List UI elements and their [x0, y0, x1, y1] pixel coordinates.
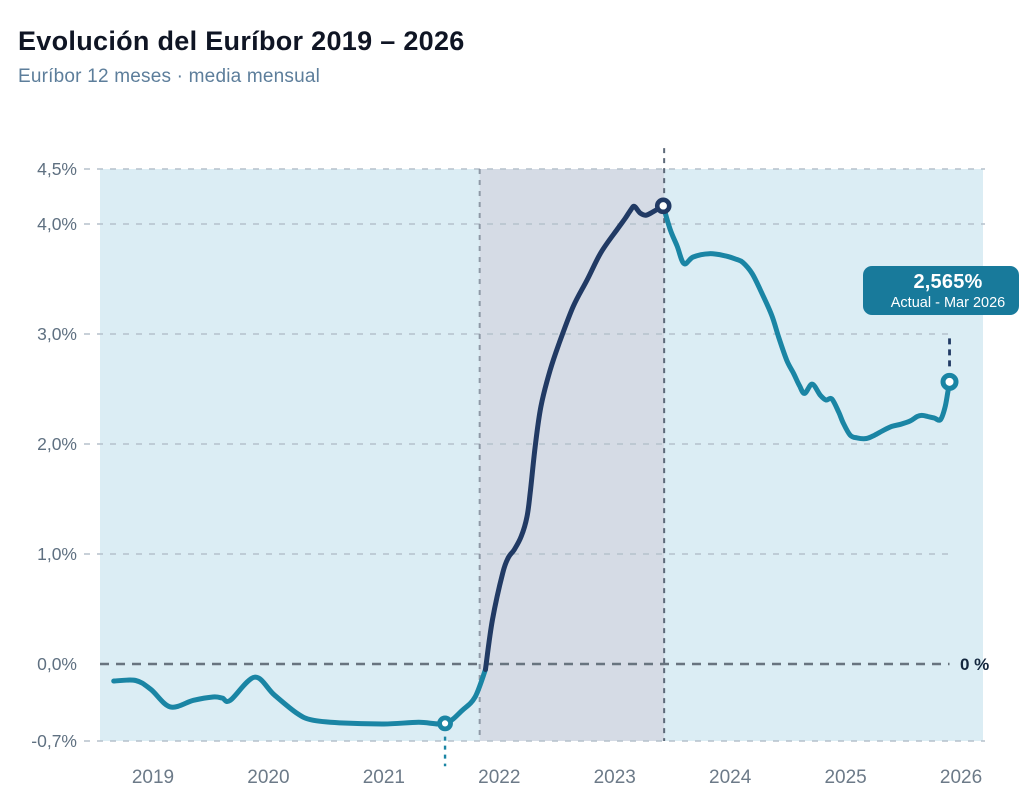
x-tick-label: 2024: [709, 767, 752, 788]
x-tick-label: 2020: [247, 767, 289, 788]
y-tick-label: 1,0%: [37, 544, 77, 564]
x-tick-label: 2026: [940, 767, 982, 788]
y-tick-label: 4,0%: [37, 214, 77, 234]
marker-current: [940, 372, 959, 391]
x-tick-label: 2022: [478, 767, 520, 788]
x-tick-label: 2021: [363, 767, 405, 788]
chart-header: Evolución del Euríbor 2019 – 2026 Euríbo…: [18, 26, 465, 88]
x-tick-label: 2019: [132, 767, 174, 788]
callout-caption: Actual - Mar 2026: [890, 295, 1006, 311]
euribor-surge-2022-2023: [482, 203, 666, 672]
callout-value: 2,565%: [913, 271, 983, 293]
x-tick-label: 2023: [594, 767, 636, 788]
y-tick-label: 2,0%: [37, 434, 77, 454]
x-tick-label: 2025: [824, 767, 866, 788]
y-tick-label: -0,7%: [31, 731, 77, 751]
surge-period-band: [479, 169, 665, 741]
page-subtitle: Euríbor 12 meses · media mensual: [18, 66, 321, 87]
current-value-callout: 2,565% Actual - Mar 2026: [863, 266, 1019, 315]
page-title: Evolución del Euríbor 2019 – 2026: [18, 26, 465, 56]
marker-minimum: [437, 715, 453, 732]
y-tick-label: 4,5%: [37, 159, 77, 179]
marker-peak: [654, 197, 672, 215]
y-tick-label: 3,0%: [37, 324, 77, 344]
euribor-2023-2026: [660, 203, 952, 442]
y-tick-label: 0,0%: [37, 654, 77, 674]
zero-percent-label: 0 %: [960, 655, 989, 674]
